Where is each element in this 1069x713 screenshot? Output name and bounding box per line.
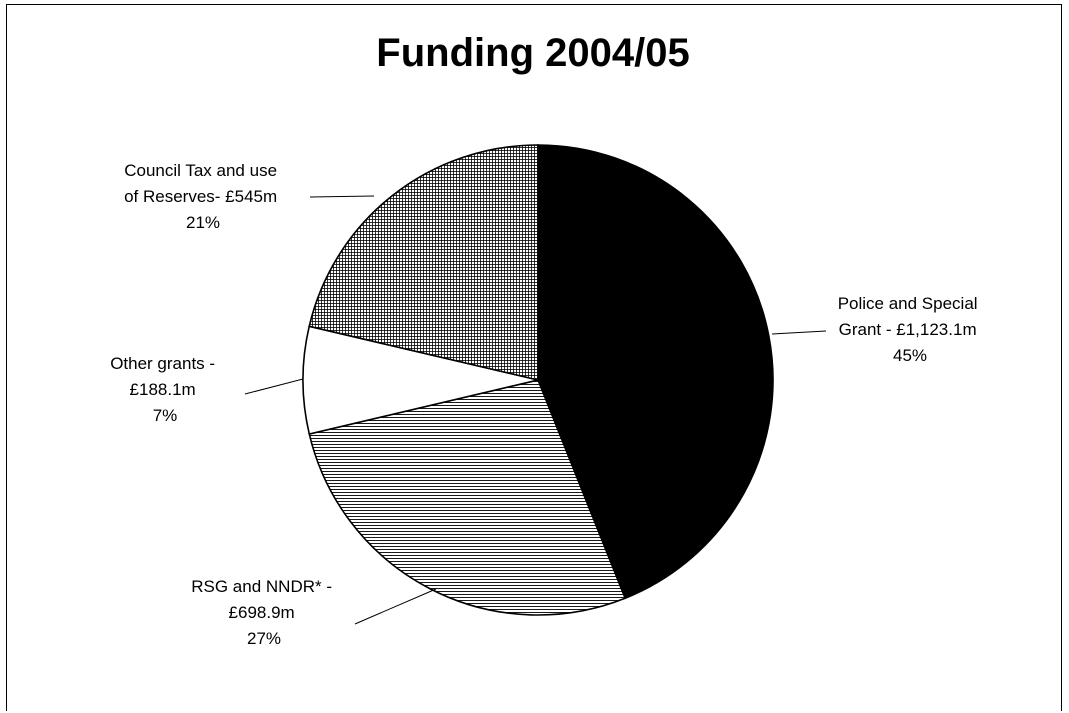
leader-line-police	[771, 330, 827, 335]
pie-slice-council	[308, 144, 539, 382]
slice-label-police: Police and Special Grant - £1,123.1m 45%	[838, 294, 983, 365]
slice-label-rsg: RSG and NNDR* - £698.9m 27%	[191, 577, 337, 648]
pie-slice-police	[537, 144, 774, 600]
leader-line-council	[309, 195, 375, 198]
leader-line-other	[244, 378, 304, 395]
pie-slice-other	[302, 325, 539, 435]
chart-frame	[6, 4, 1062, 711]
slice-label-council: Council Tax and use of Reserves- £545m 2…	[124, 161, 282, 232]
leader-line-rsg	[354, 588, 437, 625]
pie-slice-rsg	[308, 379, 627, 616]
chart-title: Funding 2004/05	[376, 31, 689, 75]
slice-label-other: Other grants - £188.1m 7%	[110, 354, 220, 425]
